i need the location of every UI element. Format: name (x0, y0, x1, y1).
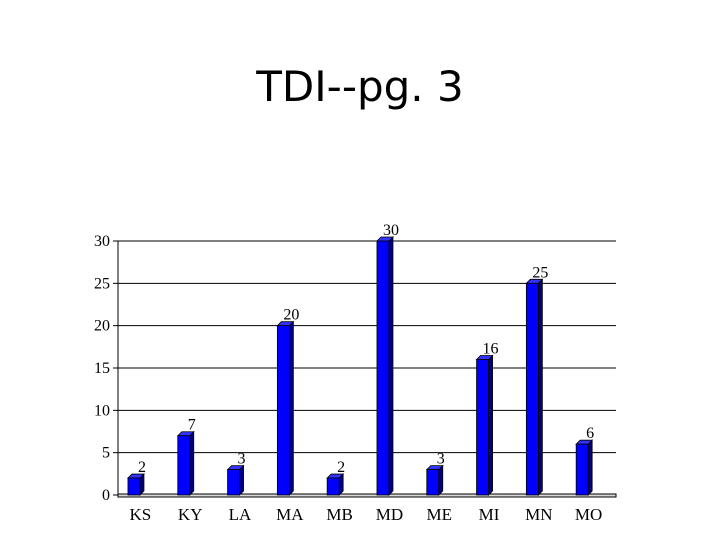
bar-mi (476, 359, 489, 496)
data-label: 7 (188, 417, 196, 434)
data-label: 6 (586, 425, 594, 442)
axes (113, 240, 617, 498)
bar-md (376, 240, 390, 496)
data-label: 30 (383, 222, 399, 239)
bar-mb (326, 477, 340, 496)
bar-la (227, 469, 240, 496)
y-tick-labels: 0 5 10 15 20 25 30 (94, 233, 110, 504)
bar-mn (525, 282, 539, 496)
bar-mo (575, 443, 589, 496)
y-tick-label: 15 (94, 360, 110, 377)
data-label: 20 (283, 307, 299, 324)
y-tick-label: 30 (94, 233, 110, 250)
x-tick-label: MI (479, 505, 500, 524)
x-tick-labels: KS KY LA MA MB MD ME MI MN MO (130, 505, 603, 524)
x-tick-label: MB (326, 505, 352, 524)
data-label: 3 (238, 451, 246, 468)
y-tick-label: 0 (102, 487, 110, 504)
bar-ma (276, 325, 290, 496)
slide-title: TDI--pg. 3 (256, 62, 464, 111)
bar-me (426, 469, 440, 496)
data-label: 25 (532, 264, 548, 281)
bar-side (488, 354, 493, 496)
bar-side (537, 278, 543, 496)
data-labels: 2 7 3 20 2 30 3 16 25 6 (138, 222, 594, 476)
bar-ky (177, 435, 191, 496)
x-tick-label: KY (178, 505, 203, 524)
x-tick-label: MA (276, 505, 304, 524)
bars (126, 236, 594, 496)
bar-side (239, 464, 244, 496)
data-label: 2 (337, 459, 345, 476)
gridlines (118, 240, 616, 454)
bar-side (388, 236, 394, 496)
y-tick-label: 20 (94, 318, 110, 335)
x-axis-floor (117, 493, 617, 498)
y-tick-label: 5 (102, 445, 110, 462)
bar-side (587, 439, 593, 496)
bar-side (288, 320, 294, 496)
bar-side (189, 430, 195, 496)
bar-side (438, 464, 444, 496)
x-tick-label: LA (229, 505, 252, 524)
y-tick-label: 10 (94, 402, 110, 419)
x-tick-label: ME (426, 505, 452, 524)
x-tick-label: MD (376, 505, 403, 524)
data-label: 2 (138, 459, 146, 476)
data-label: 3 (437, 451, 445, 468)
x-tick-label: KS (130, 505, 152, 524)
data-label: 16 (483, 341, 499, 358)
x-tick-label: MN (525, 505, 552, 524)
bar-ks (127, 477, 141, 496)
x-tick-label: MO (575, 505, 602, 524)
y-tick-label: 25 (94, 275, 110, 292)
